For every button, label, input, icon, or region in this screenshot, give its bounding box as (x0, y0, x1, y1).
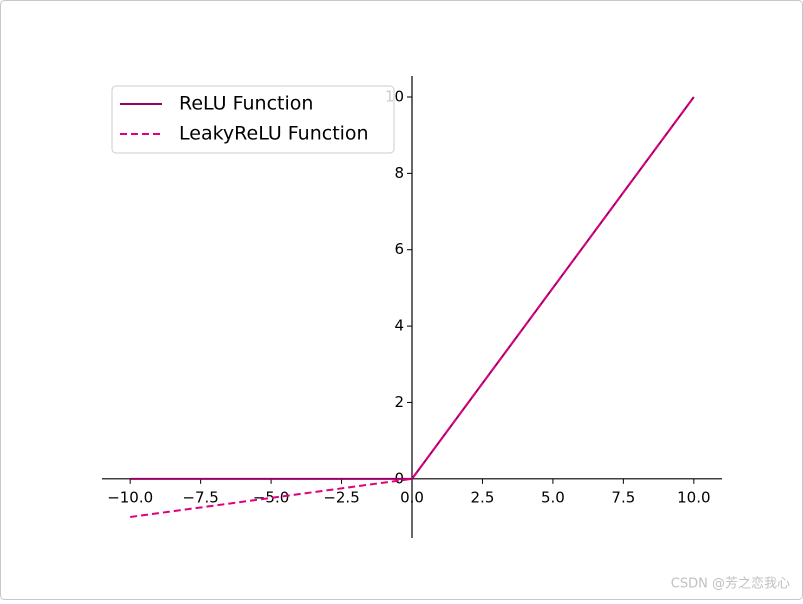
x-tick-label: 0.0 (400, 488, 424, 506)
y-tick-label: 4 (394, 317, 404, 335)
x-tick-label: 7.5 (611, 488, 635, 506)
x-tick-label: 5.0 (541, 488, 565, 506)
legend-label: LeakyReLU Function (179, 123, 369, 145)
legend-box (111, 85, 395, 154)
x-tick-label: −10.0 (107, 488, 153, 506)
legend-label: ReLU Function (179, 93, 313, 115)
y-tick-label: 6 (394, 240, 404, 258)
x-tick-label: 10.0 (677, 488, 710, 506)
x-tick-label: −2.5 (323, 488, 359, 506)
y-tick-label: 2 (394, 393, 404, 411)
series-line (130, 96, 695, 518)
watermark: CSDN @芳之恋我心 (671, 576, 790, 592)
x-tick-label: −7.5 (182, 488, 218, 506)
y-tick-label: 8 (394, 164, 404, 182)
x-tick-label: −5.0 (253, 488, 289, 506)
x-tick-label: 2.5 (471, 488, 495, 506)
